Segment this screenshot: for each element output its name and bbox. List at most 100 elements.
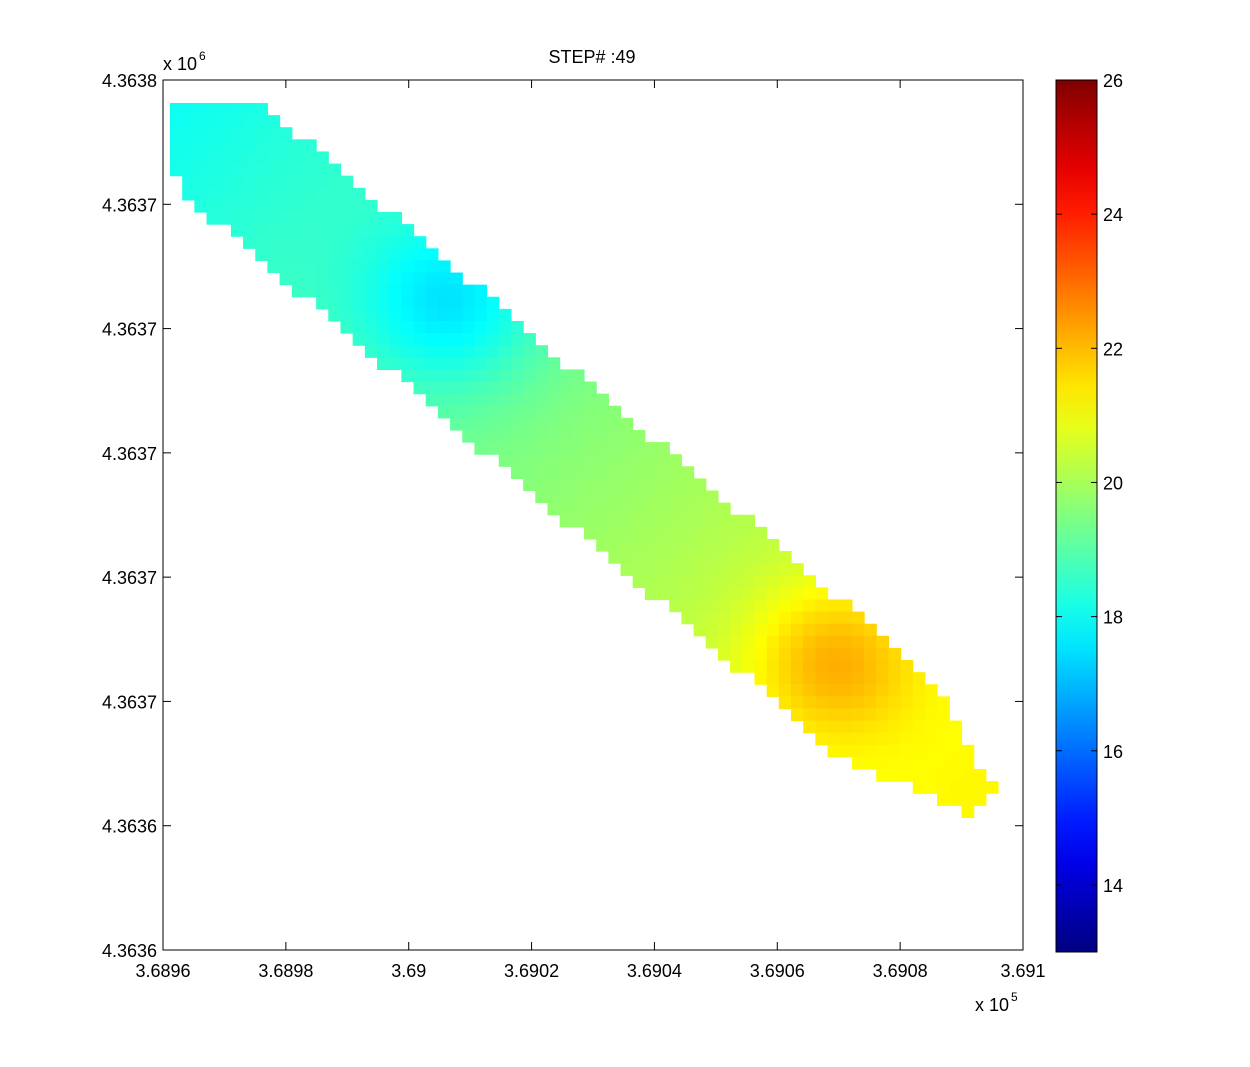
heatmap-cell <box>766 587 780 601</box>
heatmap-cell <box>876 672 890 685</box>
heatmap-cell <box>742 599 756 613</box>
heatmap-cell <box>864 720 877 734</box>
heatmap-cell <box>340 199 354 213</box>
heatmap-cell <box>717 635 731 649</box>
heatmap-cell <box>815 708 829 722</box>
heatmap-cell <box>766 684 780 697</box>
heatmap-cell <box>851 647 865 661</box>
heatmap-cell <box>328 272 342 286</box>
heatmap-cell <box>717 647 731 661</box>
heatmap-cell <box>401 284 415 298</box>
heatmap-cell <box>364 224 378 237</box>
heatmap-cell <box>693 478 707 492</box>
heatmap-cell <box>827 696 841 710</box>
heatmap-cell <box>230 127 244 140</box>
heatmap-cell <box>340 248 354 262</box>
heatmap-cell <box>900 720 914 734</box>
heatmap-cell <box>620 538 634 552</box>
heatmap-cell <box>705 502 719 516</box>
heatmap-cell <box>218 127 232 140</box>
heatmap-cell <box>669 526 683 540</box>
heatmap-cell <box>949 793 963 806</box>
heatmap-cell <box>498 357 512 371</box>
heatmap-cell <box>535 393 549 407</box>
heatmap-cell <box>413 333 427 346</box>
x-tick-label: 3.6906 <box>750 961 805 981</box>
heatmap-cell <box>498 405 512 419</box>
heatmap-cell <box>778 660 792 673</box>
heatmap-cell <box>900 660 914 673</box>
heatmap-cell <box>486 381 500 395</box>
heatmap-cell <box>949 756 963 770</box>
heatmap-cell <box>864 635 877 649</box>
heatmap-cell <box>596 538 609 552</box>
heatmap-cell <box>255 139 269 153</box>
heatmap-cell <box>316 236 329 249</box>
heatmap-cell <box>377 284 390 298</box>
heatmap-cell <box>425 381 439 395</box>
heatmap-cell <box>510 357 524 371</box>
y-tick-label: 4.3636 <box>102 817 157 837</box>
heatmap-cell <box>717 623 731 637</box>
heatmap-cell <box>644 514 658 528</box>
heatmap-cell <box>803 660 816 673</box>
heatmap-cell <box>876 744 890 758</box>
heatmap-cell <box>937 720 950 734</box>
heatmap-cell <box>510 454 524 467</box>
heatmap-cell <box>450 345 463 358</box>
heatmap-cell <box>243 127 256 140</box>
plot-frame <box>162 79 1024 951</box>
heatmap-cell <box>425 345 439 358</box>
heatmap-cell <box>243 199 256 213</box>
heatmap-cell <box>924 696 938 710</box>
heatmap-cell <box>912 708 926 722</box>
heatmap-cell <box>474 308 488 322</box>
heatmap-cell <box>401 357 415 371</box>
heatmap-cell <box>778 551 792 564</box>
heatmap-cell <box>291 199 305 213</box>
heatmap-cell <box>632 575 646 588</box>
heatmap-cell <box>705 563 719 576</box>
heatmap-cell <box>717 514 731 528</box>
heatmap-cell <box>754 563 768 576</box>
heatmap-cell <box>730 526 743 540</box>
heatmap-cell <box>681 490 695 504</box>
heatmap-cell <box>413 260 427 274</box>
heatmap-cell <box>815 696 829 710</box>
heatmap-cell <box>340 320 354 334</box>
heatmap-cell <box>644 466 658 479</box>
heatmap-cell <box>401 333 415 346</box>
heatmap-cell <box>754 599 768 613</box>
heatmap-cell <box>864 647 877 661</box>
heatmap-cell <box>523 369 536 383</box>
heatmap-cell <box>669 599 683 613</box>
heatmap-cell <box>206 115 220 128</box>
heatmap-cell <box>340 211 354 225</box>
heatmap-cell <box>571 466 585 479</box>
heatmap-cell <box>949 744 963 758</box>
heatmap-cell <box>644 538 658 552</box>
heatmap-cell <box>827 623 841 637</box>
heatmap-cell <box>474 345 488 358</box>
heatmap-cell <box>218 139 232 153</box>
heatmap-cell <box>535 405 549 419</box>
heatmap-cell <box>230 187 244 201</box>
heatmap-cell <box>486 369 500 383</box>
heatmap-cell <box>218 115 232 128</box>
heatmap-cell <box>462 284 476 298</box>
heatmap-cell <box>754 611 768 625</box>
heatmap-cell <box>340 284 354 298</box>
heatmap-cell <box>547 429 561 443</box>
heatmap-cell <box>498 454 512 467</box>
heatmap-cell <box>632 442 646 455</box>
heatmap-cell <box>754 660 768 673</box>
heatmap-cell <box>425 369 439 383</box>
heatmap-cell <box>267 224 281 237</box>
heatmap-cell <box>450 417 463 431</box>
heatmap-cell <box>596 429 609 443</box>
heatmap-cell <box>255 175 269 189</box>
heatmap-cell <box>827 732 841 746</box>
heatmap-cell <box>547 417 561 431</box>
heatmap-cell <box>547 381 561 395</box>
heatmap-cell <box>486 357 500 371</box>
